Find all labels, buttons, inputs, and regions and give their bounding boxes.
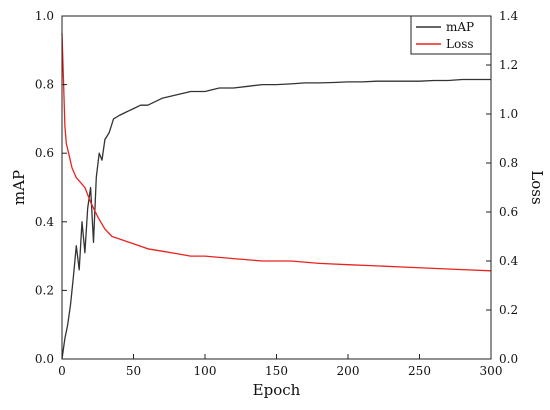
x-tick-label: 250 <box>408 364 431 378</box>
x-tick-label: 50 <box>126 364 141 378</box>
left-y-axis-ticks: 0.0 0.2 0.4 0.6 0.8 1.0 <box>35 9 67 366</box>
right-y-tick-label: 1.2 <box>499 58 518 72</box>
left-y-tick-label: 0.4 <box>35 215 54 229</box>
left-y-tick-label: 0.2 <box>35 283 54 297</box>
series-layer <box>61 33 492 360</box>
left-y-tick-label: 1.0 <box>35 9 54 23</box>
x-axis-title: Epoch <box>253 381 301 399</box>
legend-label-loss: Loss <box>446 37 474 51</box>
x-tick-label: 100 <box>194 364 217 378</box>
x-tick-label: 300 <box>480 364 503 378</box>
series-line-loss <box>61 33 492 272</box>
right-y-tick-label: 0.2 <box>499 303 518 317</box>
left-y-tick-label: 0.0 <box>35 352 54 366</box>
series-line-map <box>61 78 491 360</box>
right-y-tick-label: 0.6 <box>499 205 518 219</box>
x-tick-label: 0 <box>58 364 66 378</box>
x-axis-ticks: 0 50 100 150 200 250 300 <box>58 354 502 378</box>
left-y-axis-title: mAP <box>10 170 28 205</box>
plot-frame <box>61 15 492 360</box>
right-y-tick-label: 0.8 <box>499 156 518 170</box>
right-y-tick-label: 0.4 <box>499 254 518 268</box>
right-y-tick-label: 0.0 <box>499 352 518 366</box>
right-y-axis-title: Loss <box>528 170 546 204</box>
left-y-tick-label: 0.6 <box>35 146 54 160</box>
x-tick-label: 150 <box>265 364 288 378</box>
legend-label-map: mAP <box>446 20 474 34</box>
legend-box <box>410 15 492 55</box>
right-y-axis-ticks: 0.0 0.2 0.4 0.6 0.8 1.0 1.2 1.4 <box>486 9 518 366</box>
x-tick-label: 200 <box>337 364 360 378</box>
right-y-tick-label: 1.0 <box>499 107 518 121</box>
left-y-tick-label: 0.8 <box>35 78 54 92</box>
legend: mAP Loss <box>410 15 492 55</box>
right-y-tick-label: 1.4 <box>499 9 518 23</box>
